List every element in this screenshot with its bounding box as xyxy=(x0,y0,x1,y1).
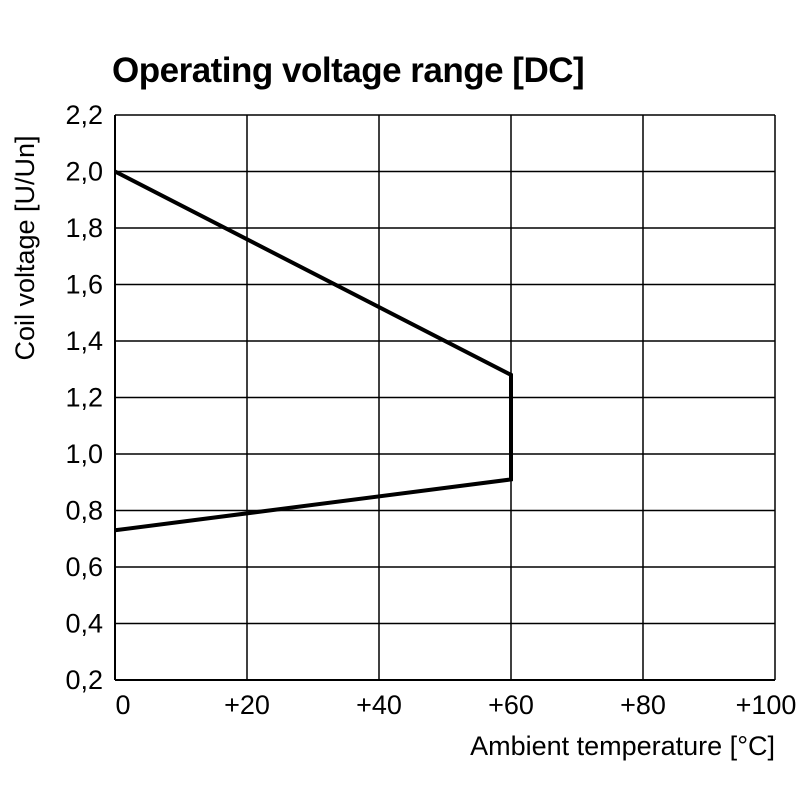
x-tick-label: +20 xyxy=(224,690,270,720)
x-tick-label: +80 xyxy=(620,690,666,720)
y-tick-label: 1,6 xyxy=(65,270,103,300)
x-tick-label: +40 xyxy=(356,690,402,720)
x-tick-label: +100 xyxy=(736,690,797,720)
y-tick-label: 2,0 xyxy=(65,157,103,187)
y-tick-label: 2,2 xyxy=(65,100,103,130)
y-axis-label: Coil voltage [U/Un] xyxy=(10,135,40,360)
series-operating-voltage-envelope xyxy=(114,169,513,533)
grid-lines xyxy=(114,114,776,681)
x-tick-label: +60 xyxy=(488,690,534,720)
x-axis-label: Ambient temperature [°C] xyxy=(470,731,775,761)
y-tick-label: 0,8 xyxy=(65,496,103,526)
y-tick-label: 1,2 xyxy=(65,383,103,413)
y-tick-label: 1,0 xyxy=(65,439,103,469)
y-tick-label: 0,4 xyxy=(65,609,103,639)
x-tick-label: 0 xyxy=(115,690,130,720)
y-tick-label: 1,4 xyxy=(65,326,103,356)
y-tick-label: 0,6 xyxy=(65,552,103,582)
y-tick-label: 1,8 xyxy=(65,213,103,243)
y-tick-label: 0,2 xyxy=(65,665,103,695)
data-series xyxy=(114,169,513,533)
tick-labels: 0 +20 +40 +60 +80 +100 0,2 0,4 0,6 0,8 1,0 1,2 1,4 1,… xyxy=(65,100,796,720)
chart-title: Operating voltage range [DC] xyxy=(112,51,585,90)
